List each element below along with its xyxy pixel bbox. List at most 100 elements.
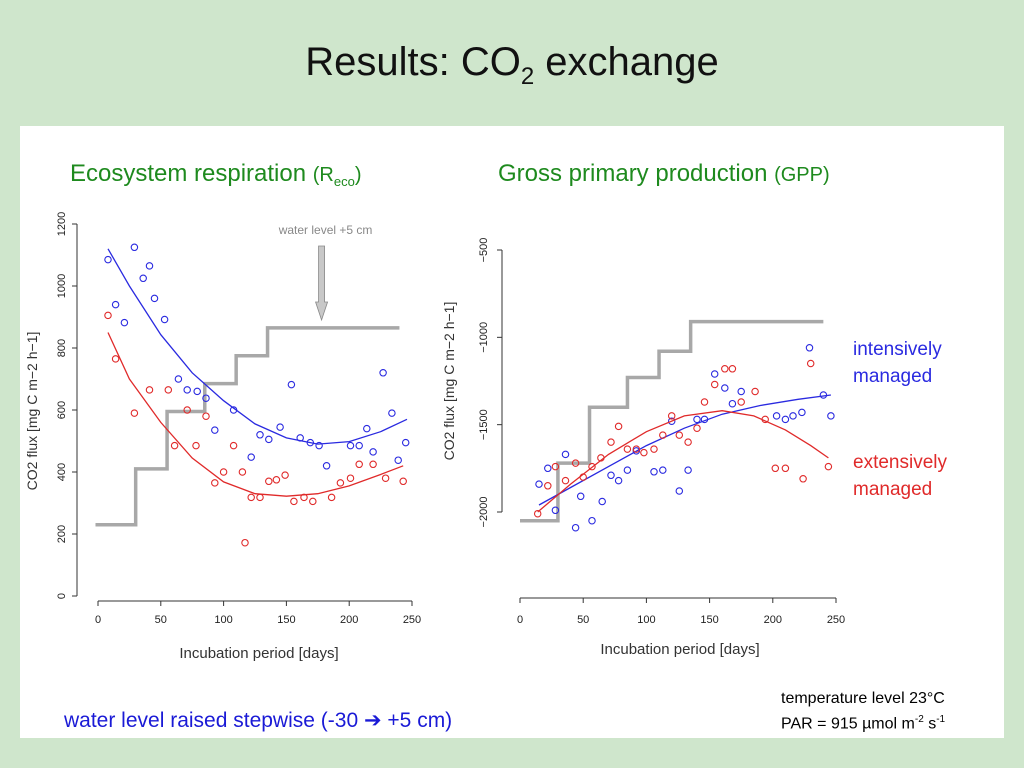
par-text: PAR = 915 µmol m-2 s-1 (781, 709, 945, 734)
reco-extensive-point (111, 355, 120, 363)
title-subscript: 2 (520, 63, 535, 90)
gpp-extensive-point (659, 431, 667, 439)
reco-extensive-point (256, 493, 264, 502)
title-text: Results: CO (305, 40, 521, 84)
reco-extensive-point (229, 441, 238, 450)
gpp-y-tick-label: −2000 (478, 497, 490, 528)
gpp-intensive-point (684, 466, 692, 474)
reco-intensive-point (363, 424, 371, 433)
gpp-x-tick-label: 200 (764, 614, 782, 626)
reco-extensive-point (183, 406, 191, 414)
gpp-extensive-point (667, 412, 676, 420)
reco-extensive-point (219, 468, 228, 476)
reco-intensive-point (265, 435, 273, 444)
reco-extensive-point (336, 479, 345, 487)
reco-intensive-point (145, 262, 154, 270)
gpp-intensive-point (721, 384, 729, 392)
reco-extensive-point (145, 386, 154, 394)
reco-extensive-point (238, 468, 247, 476)
gpp-intensive-point (819, 391, 828, 399)
gpp-extensive-point (544, 482, 552, 490)
reco-intensive-point (193, 387, 201, 396)
gpp-extensive-point (761, 415, 769, 424)
water-note-end: +5 cm) (381, 709, 453, 732)
gpp-heading-paren: (GPP) (774, 164, 830, 186)
gpp-intensive-point (561, 450, 570, 459)
reco-y-tick-label: 400 (56, 463, 68, 481)
gpp-y-tick-label: −1500 (478, 409, 490, 440)
gpp-extensive-point (781, 464, 790, 473)
gpp-extensive-point (551, 462, 560, 471)
reco-intensive-point (139, 274, 147, 283)
right-arrow-icon: ➔ (363, 709, 382, 732)
gpp-x-tick-label: 100 (637, 614, 655, 626)
reco-intensive-point (276, 423, 284, 431)
reco-extensive-point (346, 474, 355, 482)
reco-intensive-point (247, 453, 255, 461)
reco-intensive-point (120, 318, 129, 327)
reco-intensive-point (346, 441, 355, 450)
gpp-intensive-point (789, 412, 797, 420)
reco-heading: Ecosystem respiration (Reco) (70, 160, 362, 189)
gpp-y-axis-title: CO2 flux [mg C m−2 h−1] (441, 302, 457, 461)
reco-extensive-point (202, 412, 210, 420)
reco-intensive-point (287, 380, 296, 389)
gpp-extensive-point (737, 398, 745, 406)
reco-extensive-fit-line (107, 332, 404, 497)
charts-canvas: 0 50 100 150 200 250020040060080010001200Incu… (24, 212, 845, 662)
reco-intensive-point (229, 406, 238, 414)
conditions-note: temperature level 23°C PAR = 915 µmol m-… (781, 688, 945, 734)
reco-intensive-point (306, 438, 315, 447)
reco-intensive-point (355, 441, 363, 450)
reco-extensive-point (241, 538, 249, 547)
gpp-intensive-point (598, 497, 606, 506)
reco-paren-close: ) (354, 164, 362, 186)
water-level-annotation: water level +5 cm (278, 223, 373, 237)
gpp-extensive-point (597, 454, 605, 462)
reco-x-axis-title: Incubation period [days] (179, 645, 338, 662)
gpp-intensive-point (675, 487, 684, 495)
reco-extensive-point (300, 493, 308, 502)
gpp-intensive-point (781, 415, 790, 424)
temperature-text: temperature level 23°C (781, 690, 945, 707)
gpp-y-tick-label: −500 (478, 238, 490, 263)
title-text-end: exchange (534, 40, 719, 84)
down-arrow-icon (315, 245, 329, 322)
reco-intensive-point (104, 255, 112, 264)
reco-x-tick-label: 0 (95, 614, 101, 626)
gpp-intensive-point (700, 415, 709, 424)
reco-extensive-point (327, 493, 336, 502)
reco-intensive-point (388, 409, 396, 417)
reco-water-level-line (95, 326, 400, 527)
reco-y-tick-label: 200 (56, 525, 68, 543)
par-mid: s (923, 715, 937, 733)
reco-y-tick-label: 0 (56, 593, 68, 599)
gpp-x-axis-title: Incubation period [days] (600, 641, 759, 658)
gpp-extensive-point (771, 464, 780, 473)
reco-intensive-point (296, 434, 304, 442)
reco-extensive-point (399, 477, 407, 486)
gpp-extensive-point (533, 509, 542, 518)
gpp-water-level-line (520, 319, 824, 523)
reco-intensive-point (401, 438, 410, 447)
gpp-extensive-point (675, 431, 684, 439)
gpp-x-tick-label: 250 (827, 614, 845, 626)
reco-intensive-point (160, 315, 169, 324)
gpp-intensive-fit-line (538, 394, 831, 506)
reco-extensive-point (192, 441, 200, 450)
gpp-heading: Gross primary production (GPP) (498, 160, 830, 188)
gpp-extensive-point (700, 398, 709, 406)
reco-heading-text: Ecosystem respiration (70, 160, 313, 187)
gpp-extensive-point (650, 445, 658, 453)
gpp-intensive-point (535, 480, 543, 488)
gpp-extensive-point (710, 380, 719, 389)
reco-extensive-point (369, 460, 377, 469)
reco-extensive-point (355, 460, 363, 469)
reco-intensive-point (394, 456, 402, 464)
legend-intensive-line2: managed (853, 366, 933, 387)
gpp-intensive-point (737, 387, 745, 396)
gpp-intensive-point (614, 476, 623, 485)
reco-extensive-point (381, 474, 390, 482)
gpp-intensive-point (659, 466, 667, 474)
reco-x-tick-label: 100 (214, 614, 232, 626)
